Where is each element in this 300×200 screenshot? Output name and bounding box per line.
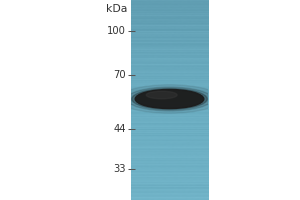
Text: 44: 44 — [113, 124, 126, 134]
Text: 100: 100 — [107, 26, 126, 36]
Text: 70: 70 — [113, 70, 126, 80]
Text: 33: 33 — [113, 164, 126, 174]
Text: kDa: kDa — [106, 4, 127, 14]
